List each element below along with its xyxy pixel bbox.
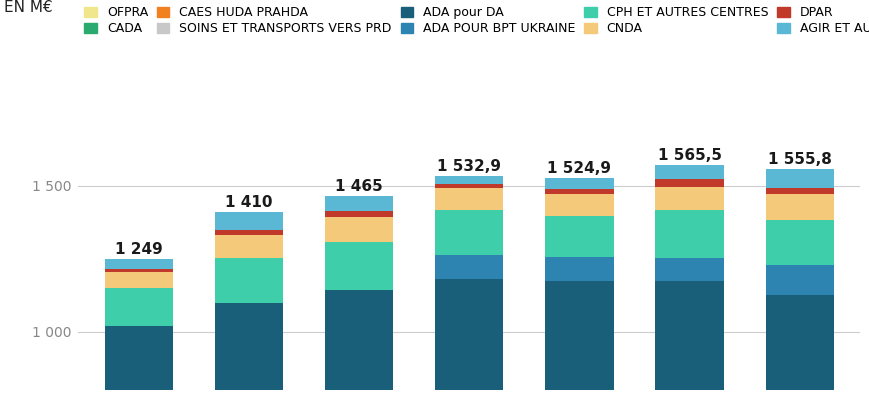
Bar: [215, 212, 283, 230]
Bar: [435, 279, 503, 398]
Bar: [545, 189, 614, 194]
Bar: [325, 196, 394, 211]
Bar: [215, 235, 283, 258]
Bar: [655, 165, 724, 179]
Text: 1 410: 1 410: [225, 195, 273, 210]
Bar: [655, 179, 724, 187]
Text: EN M€: EN M€: [4, 0, 53, 15]
Bar: [766, 220, 834, 265]
Bar: [215, 258, 283, 303]
Text: 1 249: 1 249: [115, 242, 163, 257]
Bar: [435, 188, 503, 210]
Bar: [655, 258, 724, 281]
Bar: [325, 290, 394, 398]
Bar: [435, 176, 503, 184]
Bar: [325, 242, 394, 290]
Bar: [104, 271, 173, 288]
Text: 1 465: 1 465: [335, 179, 383, 193]
Bar: [215, 303, 283, 398]
Bar: [655, 210, 724, 258]
Legend: OFPRA, CADA, CAES HUDA PRAHDA, SOINS ET TRANSPORTS VERS PRD, ADA pour DA, ADA PO: OFPRA, CADA, CAES HUDA PRAHDA, SOINS ET …: [84, 6, 869, 35]
Bar: [655, 187, 724, 210]
Bar: [104, 259, 173, 269]
Bar: [104, 326, 173, 398]
Bar: [766, 194, 834, 220]
Bar: [104, 269, 173, 271]
Bar: [545, 178, 614, 189]
Bar: [325, 211, 394, 217]
Bar: [766, 188, 834, 194]
Bar: [545, 216, 614, 257]
Text: 1 565,5: 1 565,5: [658, 148, 721, 163]
Bar: [215, 230, 283, 235]
Bar: [766, 265, 834, 295]
Bar: [766, 170, 834, 188]
Bar: [325, 217, 394, 242]
Bar: [655, 281, 724, 398]
Bar: [435, 210, 503, 255]
Bar: [435, 255, 503, 279]
Bar: [545, 194, 614, 216]
Text: 1 555,8: 1 555,8: [768, 152, 832, 167]
Bar: [104, 288, 173, 326]
Bar: [545, 257, 614, 281]
Text: 1 524,9: 1 524,9: [547, 161, 612, 176]
Bar: [435, 184, 503, 188]
Bar: [545, 281, 614, 398]
Text: 1 532,9: 1 532,9: [437, 159, 501, 174]
Bar: [766, 295, 834, 398]
